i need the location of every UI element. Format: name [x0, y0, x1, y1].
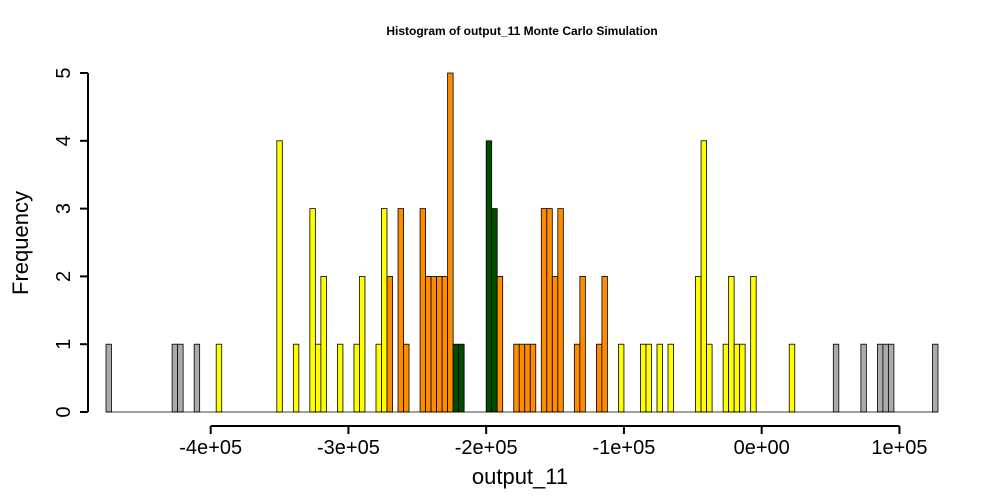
- histogram-bar: [529, 343, 537, 413]
- x-tick-label: -1e+05: [593, 437, 656, 459]
- histogram-bar: [276, 140, 283, 413]
- histogram-bar: [496, 275, 504, 413]
- histogram-bar: [193, 343, 201, 413]
- histogram-bar: [882, 343, 889, 413]
- histogram-bar: [320, 275, 327, 413]
- histogram-bar: [485, 140, 493, 413]
- histogram-bar: [546, 208, 553, 413]
- histogram-bar: [518, 343, 526, 413]
- histogram-bar: [739, 343, 746, 413]
- histogram-bar: [171, 343, 179, 413]
- histogram-bar: [722, 343, 730, 413]
- y-tick-label: 0: [53, 406, 75, 417]
- histogram-bar: [601, 275, 608, 413]
- histogram-bar: [381, 208, 388, 413]
- histogram-bar: [458, 343, 465, 413]
- histogram-bar: [359, 275, 366, 413]
- histogram-bar: [375, 343, 382, 413]
- histogram-bar: [447, 72, 454, 413]
- histogram-bar: [425, 275, 432, 413]
- chart-title: Histogram of output_11 Monte Carlo Simul…: [386, 24, 657, 38]
- y-axis-label: Frequency: [8, 191, 33, 295]
- histogram-bar: [695, 275, 702, 413]
- histogram-bar: [645, 343, 652, 413]
- histogram-bar: [436, 275, 443, 413]
- histogram-bar: [860, 343, 867, 413]
- histogram-bar: [397, 208, 404, 413]
- histogram-bar: [513, 343, 520, 413]
- histogram-bar: [540, 208, 548, 413]
- histogram-bar: [640, 343, 647, 413]
- histogram-bar: [386, 275, 393, 413]
- histogram-bar: [177, 343, 184, 413]
- histogram-bar: [551, 275, 559, 413]
- x-tick-label: 1e+05: [871, 437, 927, 459]
- histogram-bar: [452, 343, 460, 413]
- histogram-bar: [105, 343, 112, 413]
- histogram-bar: [932, 343, 939, 413]
- y-tick-label: 4: [53, 135, 75, 146]
- histogram-bar: [524, 343, 531, 413]
- histogram-bar: [728, 275, 735, 413]
- histogram-bar: [733, 343, 741, 413]
- histogram-bar: [419, 208, 426, 413]
- histogram-bar: [667, 343, 674, 413]
- x-tick-label: -3e+05: [317, 437, 380, 459]
- x-axis-ticks: -4e+05 -3e+05 -2e+05 -1e+05 0e+00 1e+05: [179, 426, 928, 459]
- histogram-bar: [573, 343, 581, 413]
- histogram-bar: [788, 343, 796, 413]
- y-tick-label: 2: [53, 271, 75, 282]
- histogram-bar: [430, 275, 437, 413]
- histogram-bar: [888, 343, 895, 413]
- histogram-bar: [750, 275, 757, 413]
- y-tick-label: 5: [53, 67, 75, 78]
- histogram-bar: [876, 343, 884, 413]
- histogram-bar: [292, 343, 300, 413]
- histogram-bar: [403, 343, 410, 413]
- x-tick-label: 0e+00: [734, 437, 790, 459]
- x-tick-label: -4e+05: [179, 437, 242, 459]
- histogram-bar: [215, 343, 223, 413]
- histogram-bar: [706, 343, 713, 413]
- histogram-bar: [353, 343, 360, 413]
- histogram-bar: [337, 343, 344, 413]
- histogram-bar: [595, 343, 603, 413]
- histogram-bar: [579, 275, 586, 413]
- x-axis-label: output_11: [472, 464, 568, 489]
- histogram-bar: [309, 208, 316, 413]
- histogram-bar: [314, 343, 322, 413]
- histogram-bar: [700, 140, 707, 413]
- bars-group: [105, 72, 939, 413]
- histogram-bar: [491, 208, 498, 413]
- histogram-bar: [618, 343, 625, 413]
- y-axis-ticks: 0 1 2 3 4 5: [53, 67, 88, 418]
- histogram-bar: [832, 343, 840, 413]
- histogram-bar: [441, 275, 449, 413]
- histogram-bar: [557, 208, 564, 413]
- x-tick-label: -2e+05: [455, 437, 518, 459]
- y-tick-label: 3: [53, 203, 75, 214]
- histogram-bar: [656, 343, 663, 413]
- y-tick-label: 1: [53, 339, 75, 350]
